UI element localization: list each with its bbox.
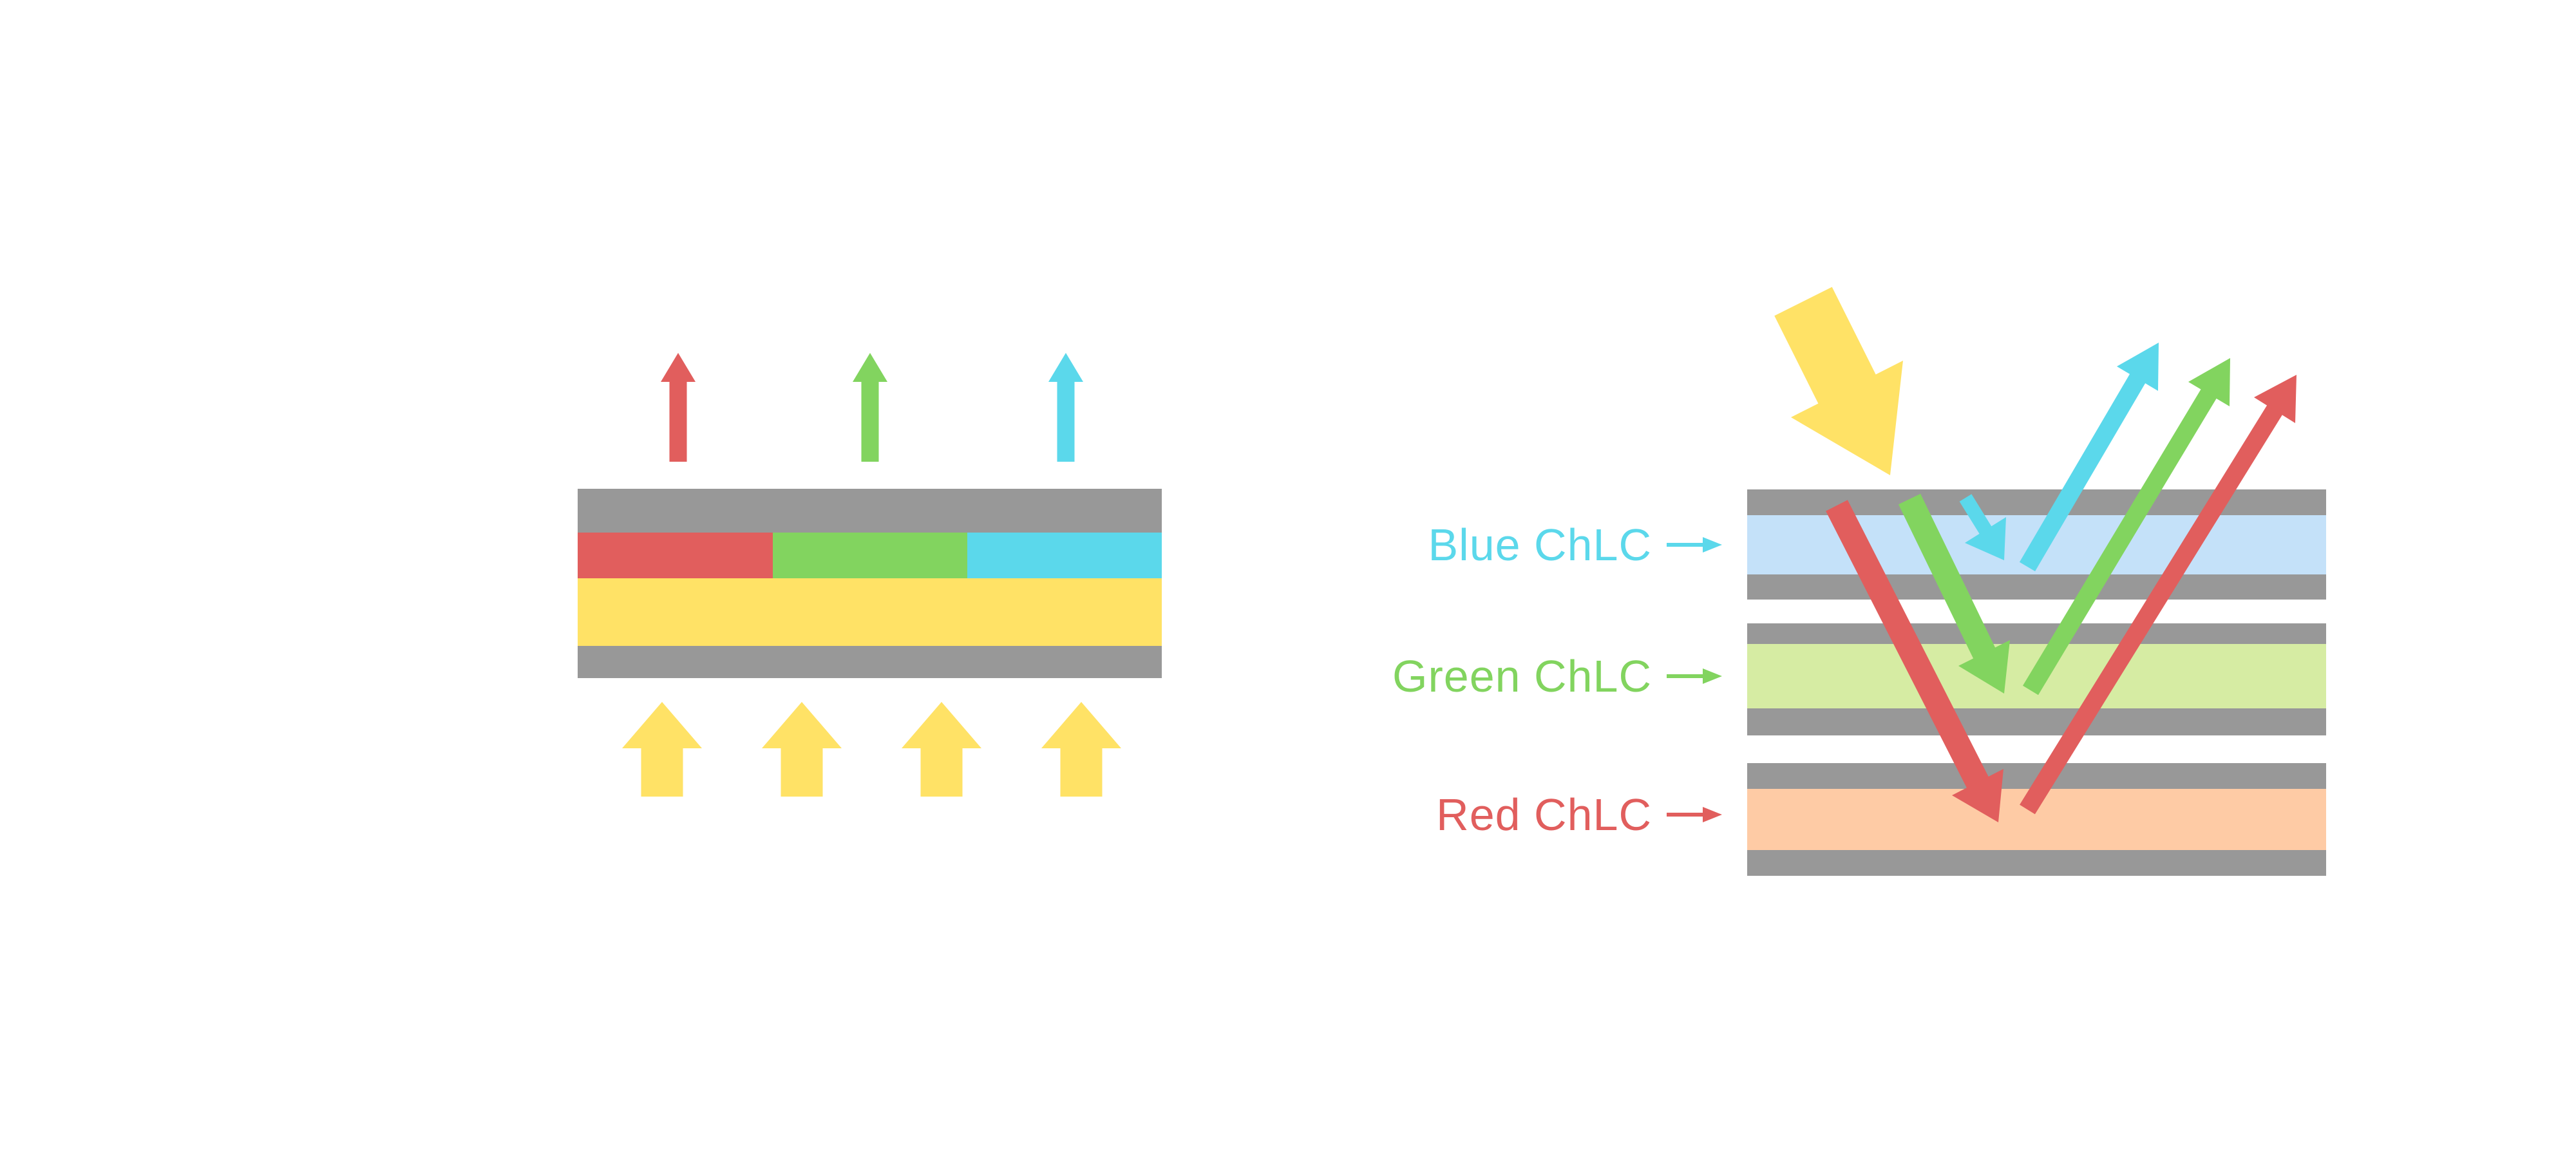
incident-light-arrow-icon bbox=[1774, 287, 1903, 475]
blue-light-reflected-arrow-icon bbox=[2019, 343, 2159, 572]
green-label-pointer-arrow-icon bbox=[1667, 668, 1722, 684]
left-stack-red-segment bbox=[578, 533, 773, 578]
red-light-down-arrow-icon bbox=[1826, 500, 2003, 822]
green-chlc-label: Green ChLC bbox=[1392, 651, 1652, 701]
blue-chlc-label: Blue ChLC bbox=[1428, 520, 1652, 570]
backlight-arrow-icon bbox=[762, 702, 842, 797]
left-stack-yellow-layer bbox=[578, 578, 1162, 646]
red-emitted-arrow-icon bbox=[661, 353, 696, 462]
green-cell-top-substrate-bar bbox=[1747, 623, 2326, 644]
green-cell-bottom-substrate-bar bbox=[1747, 708, 2326, 735]
green-emitted-arrow-icon bbox=[853, 353, 887, 462]
red-chlc-label: Red ChLC bbox=[1436, 790, 1652, 840]
left-stack-green-segment bbox=[773, 533, 967, 578]
backlight-arrow-icon bbox=[622, 702, 702, 797]
green-light-reflected-arrow-icon bbox=[2022, 358, 2230, 695]
red-light-reflected-arrow-icon bbox=[2020, 375, 2297, 815]
cyan-emitted-arrow-icon bbox=[1048, 353, 1083, 462]
blue-light-down-arrow-icon bbox=[1959, 494, 2006, 560]
left-stack-bottom-gray-bar bbox=[578, 646, 1162, 678]
blue-label-pointer-arrow-icon bbox=[1667, 537, 1722, 553]
left-stack-cyan-segment bbox=[967, 533, 1162, 578]
backlight-arrow-icon bbox=[902, 702, 981, 797]
blue-cell-bottom-substrate-bar bbox=[1747, 574, 2326, 600]
green-light-down-arrow-icon bbox=[1898, 493, 2010, 694]
red-label-pointer-arrow-icon bbox=[1667, 807, 1722, 822]
backlight-arrow-icon bbox=[1041, 702, 1121, 797]
red-cell-bottom-substrate-bar bbox=[1747, 850, 2326, 876]
left-stack-top-gray-bar bbox=[578, 489, 1162, 533]
